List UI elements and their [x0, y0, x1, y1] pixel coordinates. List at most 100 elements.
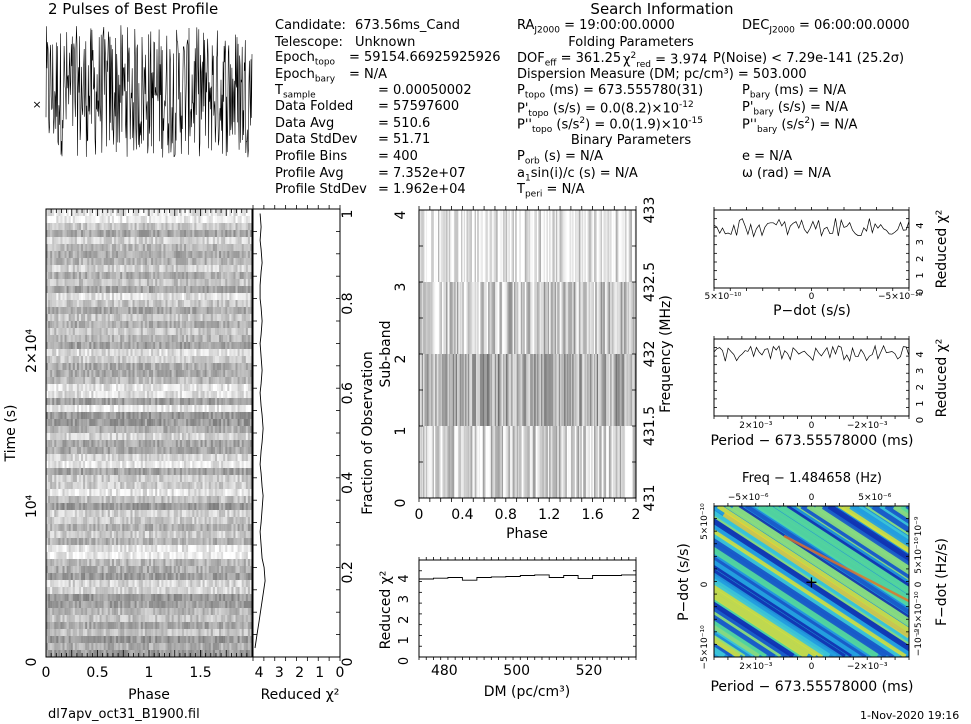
time-phase-cell — [161, 384, 164, 392]
time-phase-cell — [136, 475, 139, 483]
time-phase-cell — [54, 482, 57, 490]
time-phase-cell — [126, 482, 129, 490]
time-phase-cell — [101, 244, 104, 252]
time-phase-cell — [122, 405, 125, 413]
time-phase-cell — [225, 517, 228, 525]
time-phase-cell — [196, 349, 199, 357]
time-phase-cell — [52, 447, 55, 455]
time-phase-cell — [83, 265, 86, 273]
time-phase-cell — [87, 426, 90, 434]
time-phase-cell — [167, 237, 170, 245]
time-phase-cell — [225, 251, 228, 259]
time-phase-cell — [132, 377, 135, 385]
time-phase-cell — [204, 503, 207, 511]
time-phase-cell — [165, 489, 168, 497]
time-phase-cell — [48, 398, 51, 406]
time-phase-cell — [124, 251, 127, 259]
time-phase-cell — [149, 349, 152, 357]
time-phase-cell — [134, 293, 137, 301]
time-phase-cell — [111, 377, 115, 385]
time-phase-cell — [245, 370, 249, 378]
time-phase-cell — [237, 419, 240, 427]
time-phase-cell — [140, 363, 144, 371]
time-phase-cell — [223, 503, 226, 511]
time-phase-cell — [173, 440, 176, 448]
time-phase-cell — [241, 489, 244, 497]
time-phase-cell — [122, 426, 125, 434]
time-phase-cell — [155, 307, 158, 315]
time-phase-cell — [241, 433, 244, 441]
time-phase-cell — [132, 251, 135, 259]
time-phase-cell — [93, 517, 96, 525]
time-phase-cell — [219, 440, 222, 448]
time-phase-cell — [188, 433, 191, 441]
time-phase-cell — [89, 552, 92, 560]
time-phase-cell — [116, 475, 119, 483]
time-phase-cell — [219, 412, 222, 420]
time-phase-cell — [229, 300, 232, 308]
time-phase-cell — [204, 412, 207, 420]
time-phase-cell — [116, 412, 119, 420]
time-phase-cell — [179, 356, 183, 364]
time-phase-cell — [177, 209, 181, 217]
time-phase-cell — [113, 538, 117, 546]
time-phase-cell — [103, 272, 106, 280]
time-phase-cell — [99, 209, 102, 217]
time-phase-cell — [157, 482, 160, 490]
time-phase-cell — [130, 286, 133, 294]
time-phase-cell — [163, 398, 166, 406]
time-phase-cell — [153, 517, 156, 525]
time-phase-cell — [111, 419, 115, 427]
time-phase-cell — [130, 216, 133, 224]
time-phase-cell — [196, 391, 199, 399]
time-phase-cell — [66, 545, 69, 553]
time-phase-cell — [161, 454, 164, 462]
time-phase-cell — [225, 363, 228, 371]
time-phase-cell — [204, 328, 207, 336]
time-phase-cell — [202, 440, 205, 448]
time-phase-cell — [128, 503, 131, 511]
time-phase-cell — [103, 258, 106, 266]
time-phase-cell — [54, 363, 57, 371]
time-phase-cell — [89, 419, 92, 427]
time-phase-cell — [146, 538, 150, 546]
time-phase-cell — [216, 447, 220, 455]
time-phase-cell — [97, 510, 100, 518]
time-phase-cell — [247, 307, 251, 315]
time-phase-cell — [87, 349, 90, 357]
time-phase-cell — [56, 391, 59, 399]
time-phase-cell — [120, 223, 123, 231]
time-phase-cell — [208, 412, 211, 420]
time-phase-cell — [163, 272, 166, 280]
time-phase-cell — [225, 433, 228, 441]
time-phase-cell — [212, 209, 216, 217]
time-phase-cell — [179, 258, 183, 266]
time-phase-cell — [130, 482, 133, 490]
time-phase-cell — [204, 391, 207, 399]
time-phase-cell — [198, 300, 201, 308]
time-phase-cell — [181, 307, 185, 315]
time-phase-cell — [175, 426, 179, 434]
time-phase-cell — [237, 307, 240, 315]
time-phase-cell — [124, 216, 127, 224]
time-phase-cell — [99, 461, 102, 469]
time-phase-cell — [184, 216, 187, 224]
time-phase-cell — [181, 209, 185, 217]
time-phase-cell — [216, 475, 220, 483]
time-phase-cell — [175, 552, 179, 560]
time-phase-cell — [130, 279, 133, 287]
time-phase-cell — [204, 384, 207, 392]
time-phase-cell — [134, 279, 137, 287]
time-phase-cell — [204, 531, 207, 539]
time-phase-cell — [210, 419, 214, 427]
time-phase-cell — [81, 251, 84, 259]
time-phase-cell — [177, 251, 181, 259]
time-phase-cell — [159, 286, 162, 294]
time-phase-cell — [208, 216, 211, 224]
time-phase-cell — [186, 482, 189, 490]
time-phase-cell — [107, 398, 111, 406]
time-phase-cell — [235, 405, 238, 413]
time-phase-cell — [161, 447, 164, 455]
time-phase-cell — [210, 538, 214, 546]
time-phase-cell — [52, 258, 55, 266]
